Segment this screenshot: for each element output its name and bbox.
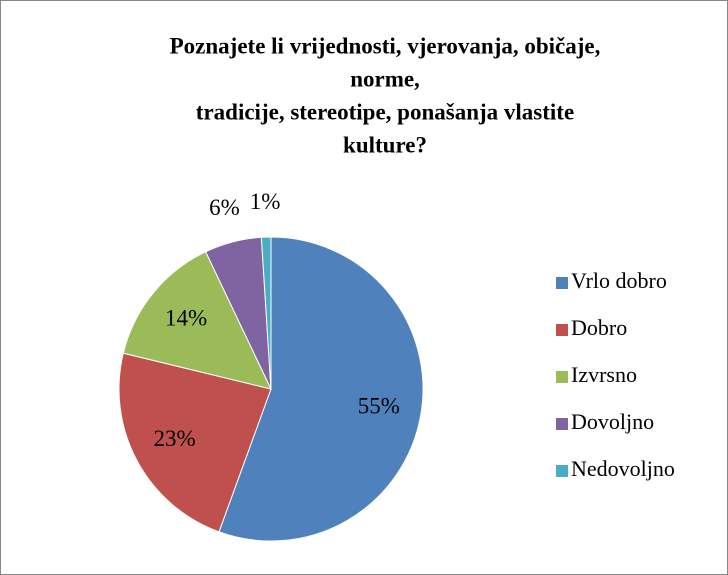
legend-label: Dobro <box>571 315 627 340</box>
chart-title: kulture? <box>343 132 427 157</box>
legend-swatch <box>556 324 568 336</box>
legend-swatch <box>556 371 568 383</box>
data-label: 14% <box>165 305 207 330</box>
pie-slice <box>218 236 424 542</box>
legend-label: Izvrsno <box>571 362 637 387</box>
legend-label: Vrlo dobro <box>571 268 667 293</box>
legend-label: Dovoljno <box>571 409 654 434</box>
legend-label: Nedovoljno <box>571 456 675 481</box>
data-label: 1% <box>250 189 281 214</box>
data-label: 23% <box>153 426 195 451</box>
pie-slice <box>122 251 272 390</box>
data-label: 55% <box>358 393 400 418</box>
legend-swatch <box>556 418 568 430</box>
pie-slice <box>260 236 272 390</box>
pie-slice <box>118 352 272 533</box>
chart-title: tradicije, stereotipe, ponašanja vlastit… <box>196 99 574 124</box>
legend-swatch <box>556 465 568 477</box>
data-label: 6% <box>209 195 240 220</box>
chart-title: norme, <box>350 66 420 91</box>
chart-title: Poznajete li vrijednosti, vjerovanja, ob… <box>170 33 601 58</box>
legend-swatch <box>556 277 568 289</box>
